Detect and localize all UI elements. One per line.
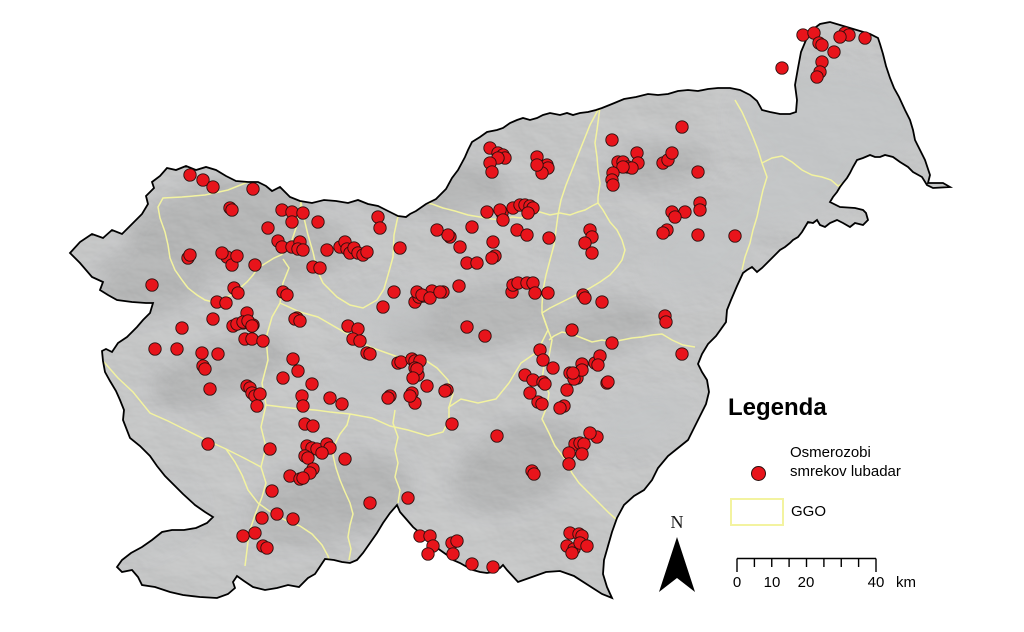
legend-item-beetle-label: Osmerozobi smrekov lubadar <box>790 444 901 480</box>
scale-label-20: 20 <box>797 574 815 591</box>
beetle-occurrence-dots <box>145 26 872 574</box>
ggo-area-swatch <box>730 498 784 526</box>
scale-label-10: 10 <box>763 574 781 591</box>
country-border <box>68 21 954 600</box>
north-label: N <box>670 512 684 532</box>
legend-title: Legenda <box>728 394 827 421</box>
scale-unit: km <box>896 574 916 591</box>
legend-item-ggo-label: GGO <box>791 503 827 520</box>
scale-label-40: 40 <box>867 574 885 591</box>
north-arrow: N <box>652 512 702 595</box>
beetle-dot-swatch <box>751 466 766 481</box>
scale-label-0: 0 <box>732 574 742 591</box>
scale-bar-ticks <box>736 557 877 572</box>
north-arrow-icon <box>659 537 695 592</box>
legend: Legenda Osmerozobi smrekov lubadar GGO <box>728 394 1018 526</box>
